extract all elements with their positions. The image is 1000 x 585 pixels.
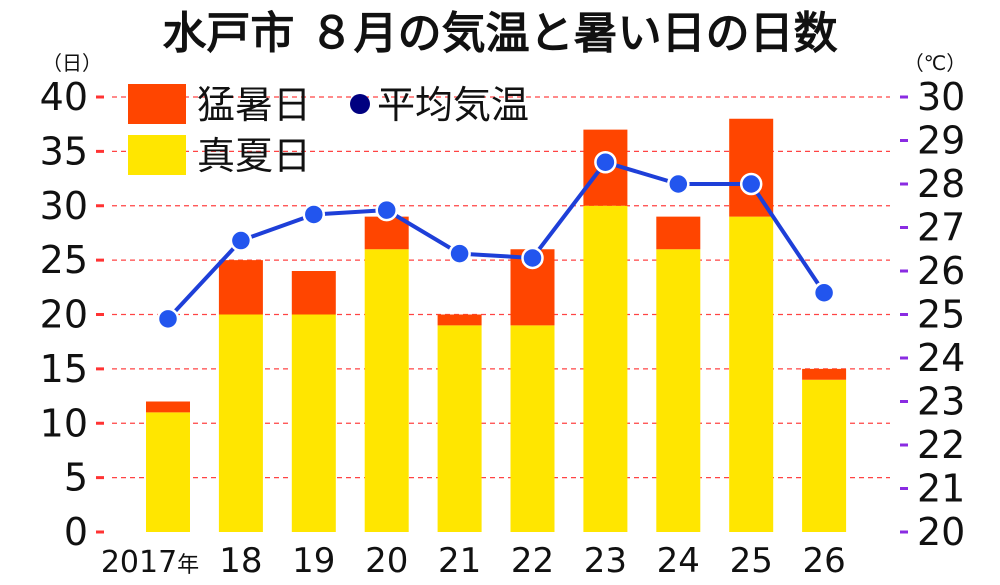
legend-marker-average-temperature (350, 94, 370, 114)
x-tick-label: 23 (584, 541, 627, 581)
bar-extreme-heat (802, 368, 847, 380)
bar-extreme-heat (364, 216, 409, 250)
legend-label-extreme-heat: 猛暑日 (197, 83, 311, 127)
x-tick-label-main: 2017 (101, 545, 177, 580)
chart-title: 水戸市 ８月の気温と暑い日の日数 (162, 8, 837, 59)
left-tick-label: 0 (64, 510, 88, 554)
x-tick-label: 19 (292, 541, 335, 581)
x-tick-label: 26 (802, 541, 845, 581)
bar-midsummer (218, 314, 263, 532)
bar-extreme-heat (146, 401, 190, 413)
x-tick-label: 22 (511, 541, 554, 581)
bar-midsummer (146, 412, 190, 532)
x-tick-label-main: 21 (438, 541, 481, 581)
x-tick-label: 20 (365, 541, 408, 581)
x-tick-label-main: 26 (802, 541, 845, 581)
bar-midsummer (656, 249, 701, 532)
right-tick-label: 25 (917, 293, 965, 337)
right-tick-label: 21 (917, 467, 965, 511)
right-tick-label: 23 (917, 380, 965, 424)
x-tick-label-main: 25 (730, 541, 773, 581)
temperature-point (594, 151, 617, 174)
bar-extreme-heat (218, 260, 263, 315)
right-tick-label: 30 (917, 75, 965, 119)
bar-midsummer (291, 314, 336, 532)
temperature-point (521, 246, 544, 270)
x-tick-label-main: 18 (219, 541, 262, 581)
temperature-point (156, 307, 180, 331)
x-tick-label: 2017年 (101, 545, 199, 580)
bar-midsummer (729, 216, 774, 532)
left-tick-label: 35 (40, 129, 88, 173)
left-tick-label: 40 (40, 75, 88, 119)
x-tick-label: 24 (657, 541, 700, 581)
axis-layer: 0510152025303540202122232425262728293020… (40, 75, 966, 581)
bar-midsummer (437, 325, 482, 532)
left-tick-label: 20 (40, 293, 88, 337)
temperature-point (739, 172, 763, 196)
temperature-point (812, 281, 836, 304)
left-axis-unit: （日） (42, 51, 102, 75)
x-tick-label-main: 22 (511, 541, 554, 581)
right-axis-unit: （℃） (904, 51, 966, 75)
left-tick-label: 5 (64, 456, 88, 500)
temperature-point (448, 242, 471, 265)
left-tick-label: 25 (40, 238, 88, 282)
x-tick-label: 18 (219, 541, 262, 581)
temperature-point (375, 198, 398, 222)
temperature-point (667, 172, 690, 196)
right-tick-label: 24 (917, 336, 965, 380)
right-tick-label: 29 (917, 119, 965, 163)
temperature-line (166, 160, 826, 321)
bar-midsummer (510, 325, 555, 532)
legend-label-average-temperature: 平均気温 (377, 83, 529, 127)
bar-layer (146, 118, 847, 532)
x-tick-label-main: 19 (292, 541, 335, 581)
x-tick-label-suffix: 年 (177, 553, 199, 578)
left-tick-label: 30 (40, 184, 88, 228)
x-tick-label-main: 24 (657, 541, 700, 581)
right-tick-label: 22 (917, 423, 965, 467)
right-tick-label: 27 (917, 206, 965, 250)
bar-extreme-heat (437, 314, 482, 326)
temperature-point (302, 203, 326, 226)
left-tick-label: 15 (40, 347, 88, 391)
bar-extreme-heat (656, 216, 701, 250)
x-tick-label-main: 23 (584, 541, 627, 581)
legend-label-midsummer: 真夏日 (197, 134, 311, 178)
bar-extreme-heat (291, 271, 336, 315)
bar-midsummer (583, 205, 628, 532)
bar-midsummer (802, 379, 847, 532)
bar-midsummer (364, 249, 409, 532)
line-layer (156, 151, 836, 331)
right-tick-label: 28 (917, 162, 965, 206)
legend-swatch-extreme-heat (128, 84, 186, 124)
left-tick-label: 10 (40, 401, 88, 445)
x-tick-label: 21 (438, 541, 481, 581)
bar-extreme-heat (729, 118, 774, 217)
right-tick-label: 20 (917, 510, 965, 554)
right-tick-label: 26 (917, 249, 965, 293)
legend-swatch-midsummer (128, 135, 186, 175)
temperature-point (229, 229, 253, 252)
x-tick-label-main: 20 (365, 541, 408, 581)
x-tick-label: 25 (730, 541, 773, 581)
